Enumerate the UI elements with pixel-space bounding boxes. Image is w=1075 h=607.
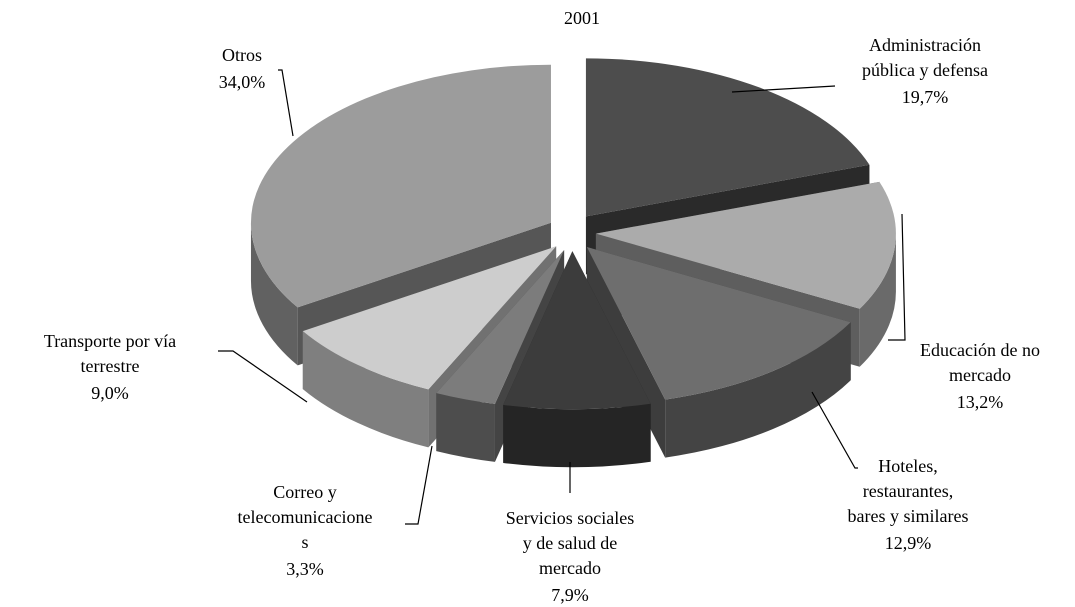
slice-side	[859, 233, 896, 367]
slice-label: s	[301, 532, 308, 552]
slice-label: bares y similares	[848, 506, 969, 526]
value-label: 3,3%	[286, 559, 324, 579]
leader-line	[405, 445, 433, 525]
slice-label: Educación de no	[920, 340, 1040, 360]
slice	[302, 246, 557, 390]
slice-label: y de salud de	[523, 533, 617, 553]
chart-title: 2001	[564, 8, 600, 28]
slice-side	[665, 322, 851, 458]
value-label: 34,0%	[219, 72, 266, 92]
value-label: 7,9%	[551, 585, 589, 605]
slice-side	[436, 393, 495, 462]
slice-side	[250, 222, 298, 366]
slice	[595, 181, 896, 309]
slice-label: pública y defensa	[862, 60, 988, 80]
slice	[503, 251, 651, 410]
leader-line	[888, 213, 906, 341]
slice-label: telecomunicacione	[238, 507, 373, 527]
leader-line	[731, 85, 836, 93]
slice	[585, 58, 870, 217]
slice	[586, 247, 851, 400]
slice-label: Correo y	[273, 482, 336, 502]
slice-label: Otros	[222, 45, 262, 65]
leader-line	[811, 391, 858, 469]
slice-label: mercado	[539, 558, 601, 578]
leader-line	[218, 350, 308, 403]
slice	[250, 64, 551, 308]
slice-label: Servicios sociales	[506, 508, 634, 528]
slice-side	[503, 403, 651, 468]
value-label: 19,7%	[902, 87, 949, 107]
slice-label: Administración	[869, 35, 981, 55]
slice-label: terrestre	[81, 356, 140, 376]
value-label: 13,2%	[957, 392, 1004, 412]
slice-label: Transporte por vía	[44, 331, 176, 351]
slice	[436, 250, 565, 404]
slice-label: mercado	[949, 365, 1011, 385]
slice-label: restaurantes,	[863, 481, 953, 501]
slice-label: Hoteles,	[878, 456, 937, 476]
slice-side	[302, 331, 429, 448]
value-label: 12,9%	[885, 533, 932, 553]
value-label: 9,0%	[91, 383, 129, 403]
leader-line	[278, 69, 294, 137]
